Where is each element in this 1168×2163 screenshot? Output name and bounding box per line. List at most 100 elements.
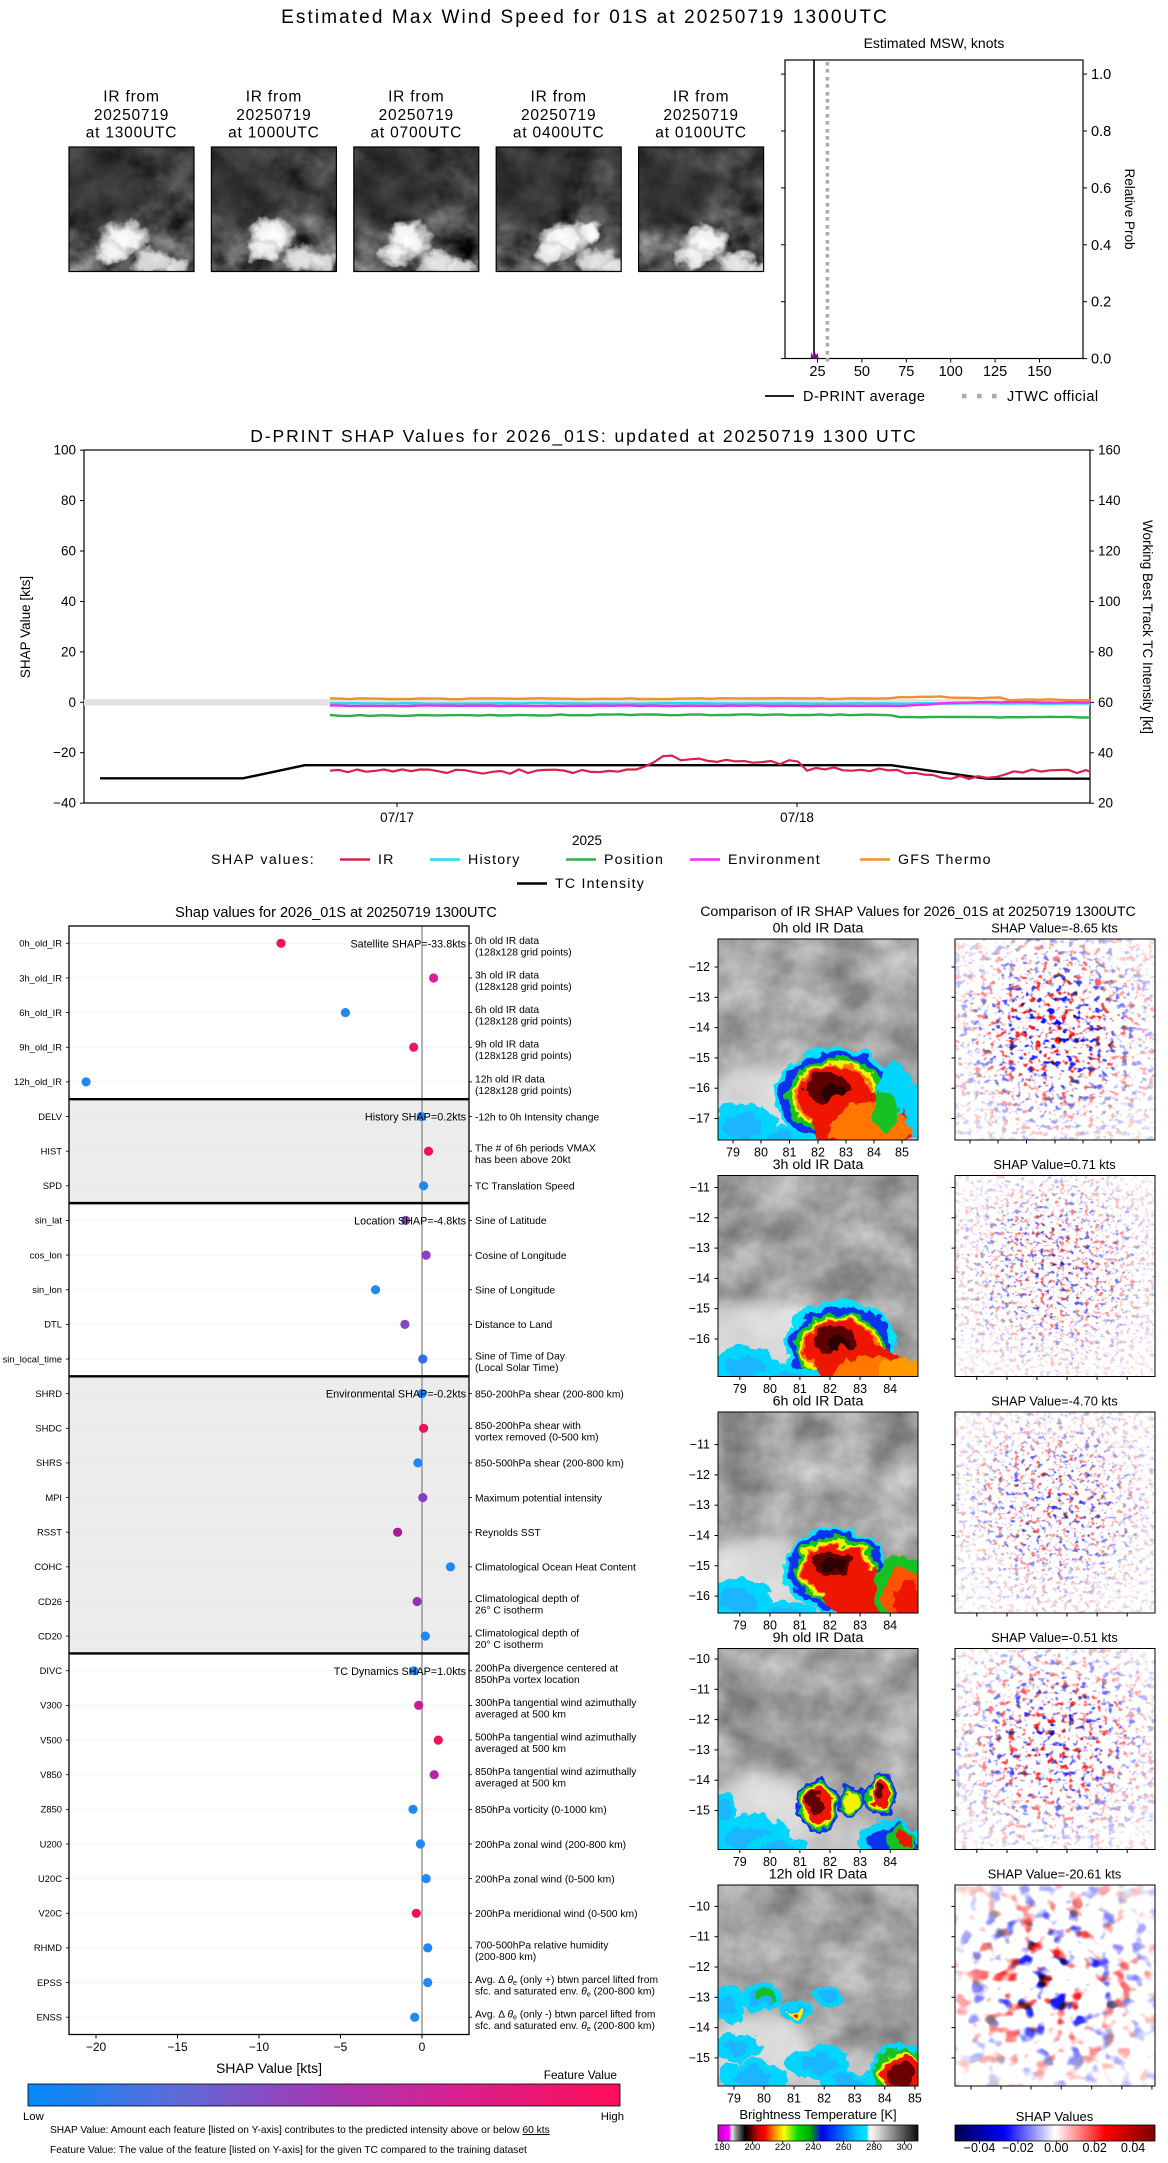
svg-text:−12: −12 [689, 1468, 710, 1482]
svg-text:−5: −5 [334, 2040, 348, 2054]
svg-text:cos_lon: cos_lon [30, 1249, 62, 1260]
svg-text:120: 120 [1098, 544, 1121, 559]
svg-text:sin_local_time: sin_local_time [3, 1353, 62, 1364]
svg-text:20: 20 [1098, 796, 1113, 811]
svg-text:ENSS: ENSS [36, 2011, 62, 2022]
svg-text:0.6: 0.6 [1091, 181, 1111, 197]
svg-text:Environmental SHAP=-0.2kts: Environmental SHAP=-0.2kts [326, 1389, 467, 1401]
svg-text:−10: −10 [689, 1652, 710, 1666]
svg-text:at 1300UTC: at 1300UTC [86, 125, 178, 142]
svg-text:CD26: CD26 [38, 1596, 62, 1607]
svg-text:The # of 6h periods VMAX: The # of 6h periods VMAX [475, 1144, 596, 1155]
svg-text:−0.04: −0.04 [964, 2141, 996, 2155]
svg-text:80: 80 [763, 1619, 777, 1633]
svg-text:6h old IR data: 6h old IR data [475, 1005, 539, 1016]
svg-text:Climatological depth of: Climatological depth of [475, 1629, 579, 1640]
svg-text:History SHAP=0.2kts: History SHAP=0.2kts [365, 1112, 467, 1124]
svg-text:vortex removed (0-500 km): vortex removed (0-500 km) [475, 1432, 599, 1443]
svg-text:Position: Position [604, 852, 664, 868]
svg-text:81: 81 [793, 1855, 807, 1869]
svg-text:SPD: SPD [43, 1180, 63, 1191]
svg-text:−14: −14 [689, 1021, 710, 1035]
svg-text:SHAP Value [kts]: SHAP Value [kts] [18, 576, 33, 678]
svg-text:83: 83 [848, 2092, 862, 2106]
svg-text:200hPa zonal wind (200-800 km): 200hPa zonal wind (200-800 km) [475, 1840, 626, 1851]
svg-text:−10: −10 [249, 2040, 270, 2054]
svg-text:High: High [601, 2111, 624, 2123]
svg-text:averaged at 500 km: averaged at 500 km [475, 1744, 566, 1755]
svg-text:20: 20 [61, 644, 76, 659]
svg-text:Shap values for 2026_01S at 20: Shap values for 2026_01S at 20250719 130… [175, 905, 497, 921]
svg-text:Estimated MSW, knots: Estimated MSW, knots [864, 35, 1005, 51]
svg-text:81: 81 [783, 1146, 797, 1160]
svg-text:SHAP Value: Amount each featur: SHAP Value: Amount each feature [listed … [50, 2125, 550, 2136]
svg-text:−12: −12 [689, 1211, 710, 1225]
svg-text:0.4: 0.4 [1091, 238, 1111, 254]
svg-text:Cosine of Longitude: Cosine of Longitude [475, 1251, 567, 1262]
svg-text:(200-800 km): (200-800 km) [475, 1952, 536, 1963]
svg-text:−14: −14 [689, 1271, 710, 1285]
svg-text:700-500hPa relative humidity: 700-500hPa relative humidity [475, 1940, 609, 1951]
svg-text:50: 50 [854, 364, 870, 380]
svg-text:Estimated Max Wind Speed for 0: Estimated Max Wind Speed for 01S at 2025… [281, 7, 889, 28]
svg-text:−15: −15 [689, 1051, 710, 1065]
svg-text:850-200hPa shear with: 850-200hPa shear with [475, 1421, 581, 1432]
svg-text:D-PRINT average: D-PRINT average [803, 389, 925, 405]
svg-text:220: 220 [775, 2142, 791, 2153]
svg-text:Maximum potential intensity: Maximum potential intensity [475, 1493, 603, 1504]
svg-text:3h_old_IR: 3h_old_IR [19, 972, 62, 983]
svg-text:SHAP values:: SHAP values: [211, 852, 315, 868]
svg-text:(128x128 grid points): (128x128 grid points) [475, 947, 572, 958]
svg-text:−14: −14 [689, 1529, 710, 1543]
svg-text:SHAP Values: SHAP Values [1016, 2109, 1094, 2124]
svg-text:0: 0 [68, 695, 76, 710]
svg-text:−20: −20 [53, 745, 76, 760]
svg-text:Avg. Δ θe (only +) btwn parcel: Avg. Δ θe (only +) btwn parcel lifted fr… [475, 1975, 658, 1987]
svg-text:100: 100 [53, 443, 76, 458]
svg-text:Climatological depth of: Climatological depth of [475, 1594, 579, 1605]
svg-text:−15: −15 [689, 2051, 710, 2065]
svg-text:Comparison of IR SHAP Values f: Comparison of IR SHAP Values for 2026_01… [700, 904, 1136, 920]
svg-text:3h old IR Data: 3h old IR Data [773, 1157, 864, 1173]
svg-text:SHAP Value=-8.65 kts: SHAP Value=-8.65 kts [991, 921, 1118, 936]
svg-text:IR: IR [378, 852, 395, 868]
svg-text:(128x128 grid points): (128x128 grid points) [475, 982, 572, 993]
svg-text:200hPa meridional wind (0-500: 200hPa meridional wind (0-500 km) [475, 1909, 638, 1920]
svg-text:−14: −14 [689, 1773, 710, 1787]
svg-text:0h_old_IR: 0h_old_IR [19, 938, 62, 949]
svg-text:−14: −14 [689, 2021, 710, 2035]
svg-text:Feature Value: The value of th: Feature Value: The value of the feature … [50, 2145, 527, 2156]
svg-text:200hPa divergence centered at: 200hPa divergence centered at [475, 1663, 618, 1674]
svg-text:IR from: IR from [388, 89, 444, 106]
svg-text:0.0: 0.0 [1091, 352, 1111, 368]
svg-text:−40: −40 [53, 796, 76, 811]
svg-text:Low: Low [23, 2111, 45, 2123]
svg-text:−13: −13 [689, 1743, 710, 1757]
svg-text:DTL: DTL [44, 1319, 62, 1330]
svg-text:sin_lon: sin_lon [32, 1284, 62, 1295]
svg-text:(Local Solar Time): (Local Solar Time) [475, 1363, 559, 1374]
svg-text:COHC: COHC [34, 1561, 62, 1572]
svg-text:SHAP Value=-20.61 kts: SHAP Value=-20.61 kts [988, 1867, 1122, 1882]
svg-text:−0.02: −0.02 [1002, 2141, 1034, 2155]
svg-text:Environment: Environment [728, 852, 821, 868]
svg-text:-12h to 0h Intensity change: -12h to 0h Intensity change [475, 1112, 599, 1123]
svg-text:SHAP Value=0.71 kts: SHAP Value=0.71 kts [993, 1157, 1115, 1172]
svg-text:82: 82 [811, 1146, 825, 1160]
svg-text:20250719: 20250719 [379, 107, 454, 124]
svg-text:V20C: V20C [39, 1908, 63, 1919]
svg-text:IR from: IR from [103, 89, 159, 106]
svg-text:0.8: 0.8 [1091, 124, 1111, 140]
svg-text:0.2: 0.2 [1091, 295, 1111, 311]
svg-text:Brightness Temperature [K]: Brightness Temperature [K] [739, 2107, 896, 2122]
svg-text:850-200hPa shear (200-800 km): 850-200hPa shear (200-800 km) [475, 1389, 624, 1400]
svg-text:SHAP Value=-4.70 kts: SHAP Value=-4.70 kts [991, 1394, 1118, 1409]
svg-text:82: 82 [823, 1855, 837, 1869]
svg-text:IR from: IR from [530, 89, 586, 106]
svg-text:83: 83 [853, 1619, 867, 1633]
svg-text:12h old IR data: 12h old IR data [475, 1074, 545, 1085]
svg-text:RSST: RSST [37, 1527, 62, 1538]
svg-text:IR from: IR from [673, 89, 729, 106]
svg-text:500hPa tangential wind azimuth: 500hPa tangential wind azimuthally [475, 1733, 637, 1744]
svg-text:sin_lat: sin_lat [35, 1215, 62, 1226]
